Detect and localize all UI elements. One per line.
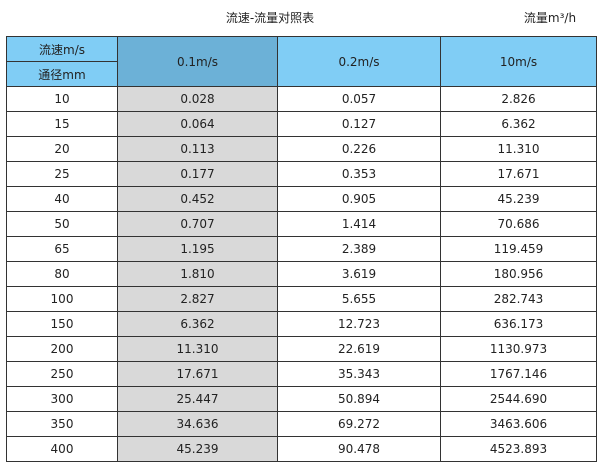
- diameter-cell: 65: [6, 236, 118, 262]
- diameter-cell: 250: [6, 361, 118, 387]
- table-row: 400 45.239 90.478 4523.893: [6, 436, 597, 462]
- diameter-cell: 400: [6, 436, 118, 462]
- diameter-cell: 150: [6, 311, 118, 337]
- flow-cell: 0.226: [277, 136, 441, 162]
- flow-cell: 12.723: [277, 311, 441, 337]
- flow-cell: 3.619: [277, 261, 441, 287]
- table-row: 200 11.310 22.619 1130.973: [6, 336, 597, 362]
- diameter-cell: 80: [6, 261, 118, 287]
- column-header: 0.1m/s: [117, 36, 278, 87]
- flow-cell: 5.655: [277, 286, 441, 312]
- diameter-cell: 350: [6, 411, 118, 437]
- flow-cell: 34.636: [117, 411, 278, 437]
- flow-cell: 69.272: [277, 411, 441, 437]
- table-row: 300 25.447 50.894 2544.690: [6, 386, 597, 412]
- diameter-cell: 200: [6, 336, 118, 362]
- flow-cell: 0.064: [117, 111, 278, 137]
- flow-cell: 2.826: [440, 86, 597, 112]
- flow-cell: 0.057: [277, 86, 441, 112]
- table-row: 15 0.064 0.127 6.362: [6, 111, 597, 137]
- flow-cell: 0.452: [117, 186, 278, 212]
- flow-cell: 1767.146: [440, 361, 597, 387]
- velocity-header: 流速m/s: [6, 36, 118, 62]
- diameter-cell: 100: [6, 286, 118, 312]
- flow-cell: 17.671: [440, 161, 597, 187]
- flow-cell: 2544.690: [440, 386, 597, 412]
- flow-cell: 45.239: [440, 186, 597, 212]
- flow-cell: 119.459: [440, 236, 597, 262]
- flow-cell: 6.362: [440, 111, 597, 137]
- table-title: 流速-流量对照表: [225, 11, 315, 25]
- flow-cell: 1.810: [117, 261, 278, 287]
- flow-cell: 1.414: [277, 211, 441, 237]
- flow-cell: 0.177: [117, 161, 278, 187]
- column-header: 10m/s: [440, 36, 597, 87]
- diameter-cell: 20: [6, 136, 118, 162]
- table-row: 25 0.177 0.353 17.671: [6, 161, 597, 187]
- flow-cell: 3463.606: [440, 411, 597, 437]
- diameter-cell: 25: [6, 161, 118, 187]
- flow-cell: 50.894: [277, 386, 441, 412]
- flow-cell: 1130.973: [440, 336, 597, 362]
- flow-cell: 180.956: [440, 261, 597, 287]
- flow-cell: 2.389: [277, 236, 441, 262]
- flow-cell: 0.127: [277, 111, 441, 137]
- flow-cell: 0.113: [117, 136, 278, 162]
- table-row: 10 0.028 0.057 2.826: [6, 86, 597, 112]
- flow-cell: 4523.893: [440, 436, 597, 462]
- flow-cell: 11.310: [440, 136, 597, 162]
- table-row: 80 1.810 3.619 180.956: [6, 261, 597, 287]
- flow-cell: 0.905: [277, 186, 441, 212]
- flow-cell: 1.195: [117, 236, 278, 262]
- flow-cell: 636.173: [440, 311, 597, 337]
- table-row: 250 17.671 35.343 1767.146: [6, 361, 597, 387]
- table-row: 20 0.113 0.226 11.310: [6, 136, 597, 162]
- flow-cell: 0.707: [117, 211, 278, 237]
- diameter-cell: 10: [6, 86, 118, 112]
- flow-cell: 0.028: [117, 86, 278, 112]
- table-row: 40 0.452 0.905 45.239: [6, 186, 597, 212]
- flow-cell: 11.310: [117, 336, 278, 362]
- flow-cell: 45.239: [117, 436, 278, 462]
- flow-cell: 70.686: [440, 211, 597, 237]
- table-row: 100 2.827 5.655 282.743: [6, 286, 597, 312]
- diameter-header: 通径mm: [6, 61, 118, 87]
- table-row: 350 34.636 69.272 3463.606: [6, 411, 597, 437]
- unit-label: 流量m³/h: [523, 11, 577, 25]
- flow-cell: 35.343: [277, 361, 441, 387]
- diameter-cell: 300: [6, 386, 118, 412]
- flow-cell: 2.827: [117, 286, 278, 312]
- diameter-cell: 50: [6, 211, 118, 237]
- flow-cell: 17.671: [117, 361, 278, 387]
- flow-table: 流速m/s 0.1m/s 0.2m/s 10m/s 通径mm 10 0.028 0.…: [6, 36, 597, 462]
- flow-cell: 282.743: [440, 286, 597, 312]
- table-row: 150 6.362 12.723 636.173: [6, 311, 597, 337]
- diameter-cell: 15: [6, 111, 118, 137]
- flow-cell: 25.447: [117, 386, 278, 412]
- flow-cell: 0.353: [277, 161, 441, 187]
- flow-cell: 90.478: [277, 436, 441, 462]
- flow-cell: 6.362: [117, 311, 278, 337]
- table-row: 65 1.195 2.389 119.459: [6, 236, 597, 262]
- column-header: 0.2m/s: [277, 36, 441, 87]
- flow-cell: 22.619: [277, 336, 441, 362]
- table-row: 50 0.707 1.414 70.686: [6, 211, 597, 237]
- diameter-cell: 40: [6, 186, 118, 212]
